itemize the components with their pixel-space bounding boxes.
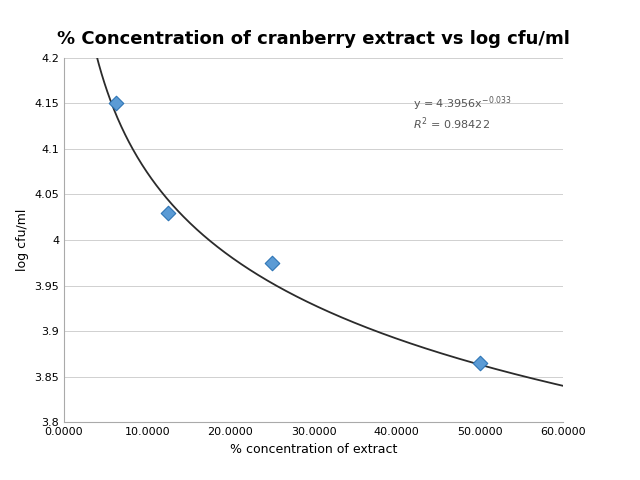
Point xyxy=(163,209,173,216)
Point xyxy=(267,259,277,266)
Title: % Concentration of cranberry extract vs log cfu/ml: % Concentration of cranberry extract vs … xyxy=(57,30,570,48)
Y-axis label: log cfu/ml: log cfu/ml xyxy=(16,209,29,271)
Point xyxy=(111,99,121,107)
X-axis label: % concentration of extract: % concentration of extract xyxy=(230,443,397,456)
Point xyxy=(475,359,485,367)
Text: y = 4.3956x$^{-0.033}$
$R^2$ = 0.98422: y = 4.3956x$^{-0.033}$ $R^2$ = 0.98422 xyxy=(413,94,512,132)
